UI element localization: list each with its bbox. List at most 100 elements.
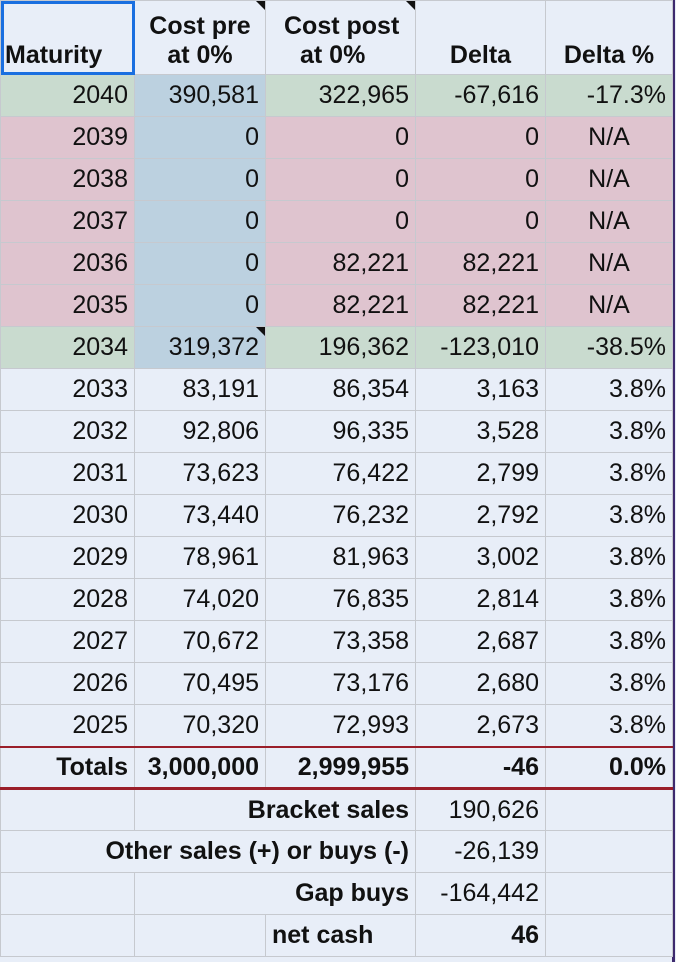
- maturity-cell[interactable]: 2037: [0, 200, 135, 243]
- cost-pre-cell[interactable]: 0: [134, 242, 266, 285]
- delta-pct-cell[interactable]: N/A: [545, 242, 673, 285]
- delta-cell[interactable]: 2,680: [415, 662, 546, 705]
- header-delta-pct[interactable]: Delta %: [545, 0, 673, 75]
- header-delta[interactable]: Delta: [415, 0, 546, 75]
- cost-pre-cell[interactable]: 319,372: [134, 326, 266, 369]
- delta-pct-cell[interactable]: 3.8%: [545, 368, 673, 411]
- maturity-cell[interactable]: 2038: [0, 158, 135, 201]
- delta-pct-cell[interactable]: -38.5%: [545, 326, 673, 369]
- net-cash-label[interactable]: net cash: [265, 914, 416, 957]
- maturity-cell[interactable]: 2033: [0, 368, 135, 411]
- totals-delta-pct[interactable]: 0.0%: [545, 745, 673, 790]
- delta-cell[interactable]: 2,792: [415, 494, 546, 537]
- cost-pre-cell[interactable]: 78,961: [134, 536, 266, 579]
- empty-cell[interactable]: [134, 914, 266, 957]
- delta-cell[interactable]: 2,814: [415, 578, 546, 621]
- delta-cell[interactable]: 3,163: [415, 368, 546, 411]
- empty-cell[interactable]: [545, 914, 673, 957]
- cost-post-cell[interactable]: 76,835: [265, 578, 416, 621]
- empty-cell[interactable]: [545, 872, 673, 915]
- delta-cell[interactable]: -123,010: [415, 326, 546, 369]
- delta-pct-cell[interactable]: 3.8%: [545, 452, 673, 495]
- header-cost-post[interactable]: Cost post at 0%: [265, 0, 416, 75]
- delta-pct-cell[interactable]: 3.8%: [545, 662, 673, 705]
- cost-pre-cell[interactable]: 92,806: [134, 410, 266, 453]
- maturity-cell[interactable]: 2027: [0, 620, 135, 663]
- totals-cost-pre[interactable]: 3,000,000: [134, 745, 266, 790]
- maturity-cell[interactable]: 2034: [0, 326, 135, 369]
- delta-pct-cell[interactable]: 3.8%: [545, 578, 673, 621]
- cost-pre-cell[interactable]: 70,495: [134, 662, 266, 705]
- bracket-sales-label[interactable]: Bracket sales: [134, 788, 416, 831]
- totals-cost-post[interactable]: 2,999,955: [265, 745, 416, 790]
- empty-cell[interactable]: [545, 788, 673, 831]
- maturity-cell[interactable]: 2036: [0, 242, 135, 285]
- delta-cell[interactable]: 3,528: [415, 410, 546, 453]
- cost-post-cell[interactable]: 76,422: [265, 452, 416, 495]
- header-maturity[interactable]: Maturity: [0, 0, 135, 75]
- delta-cell[interactable]: 2,673: [415, 704, 546, 747]
- bracket-sales-value[interactable]: 190,626: [415, 788, 546, 831]
- cost-post-cell[interactable]: 82,221: [265, 242, 416, 285]
- net-cash-value[interactable]: 46: [415, 914, 546, 957]
- delta-pct-cell[interactable]: N/A: [545, 158, 673, 201]
- delta-pct-cell[interactable]: 3.8%: [545, 704, 673, 747]
- delta-cell[interactable]: 0: [415, 200, 546, 243]
- cost-pre-cell[interactable]: 0: [134, 284, 266, 327]
- maturity-cell[interactable]: 2040: [0, 74, 135, 117]
- delta-cell[interactable]: 0: [415, 116, 546, 159]
- empty-cell[interactable]: [0, 788, 135, 831]
- delta-pct-cell[interactable]: 3.8%: [545, 536, 673, 579]
- cost-pre-cell[interactable]: 70,672: [134, 620, 266, 663]
- maturity-cell[interactable]: 2030: [0, 494, 135, 537]
- gap-buys-value[interactable]: -164,442: [415, 872, 546, 915]
- empty-cell[interactable]: [0, 914, 135, 957]
- maturity-cell[interactable]: 2028: [0, 578, 135, 621]
- cost-post-cell[interactable]: 96,335: [265, 410, 416, 453]
- cost-post-cell[interactable]: 73,358: [265, 620, 416, 663]
- delta-pct-cell[interactable]: 3.8%: [545, 410, 673, 453]
- cost-pre-cell[interactable]: 83,191: [134, 368, 266, 411]
- delta-cell[interactable]: 2,687: [415, 620, 546, 663]
- cost-post-cell[interactable]: 86,354: [265, 368, 416, 411]
- cost-post-cell[interactable]: 81,963: [265, 536, 416, 579]
- cost-post-cell[interactable]: 0: [265, 158, 416, 201]
- delta-cell[interactable]: -67,616: [415, 74, 546, 117]
- delta-pct-cell[interactable]: N/A: [545, 284, 673, 327]
- totals-label[interactable]: Totals: [0, 745, 135, 790]
- maturity-cell[interactable]: 2025: [0, 704, 135, 747]
- cost-pre-cell[interactable]: 73,440: [134, 494, 266, 537]
- cost-pre-cell[interactable]: 0: [134, 116, 266, 159]
- delta-cell[interactable]: 2,799: [415, 452, 546, 495]
- cost-pre-cell[interactable]: 74,020: [134, 578, 266, 621]
- delta-pct-cell[interactable]: -17.3%: [545, 74, 673, 117]
- delta-pct-cell[interactable]: N/A: [545, 116, 673, 159]
- delta-cell[interactable]: 82,221: [415, 284, 546, 327]
- maturity-cell[interactable]: 2026: [0, 662, 135, 705]
- cost-post-cell[interactable]: 196,362: [265, 326, 416, 369]
- other-sales-label[interactable]: Other sales (+) or buys (-): [0, 830, 416, 873]
- cost-pre-cell[interactable]: 70,320: [134, 704, 266, 747]
- cost-post-cell[interactable]: 0: [265, 116, 416, 159]
- maturity-cell[interactable]: 2032: [0, 410, 135, 453]
- gap-buys-label[interactable]: Gap buys: [134, 872, 416, 915]
- delta-pct-cell[interactable]: N/A: [545, 200, 673, 243]
- cost-pre-cell[interactable]: 73,623: [134, 452, 266, 495]
- maturity-cell[interactable]: 2039: [0, 116, 135, 159]
- empty-cell[interactable]: [0, 872, 135, 915]
- delta-pct-cell[interactable]: 3.8%: [545, 620, 673, 663]
- cost-pre-cell[interactable]: 0: [134, 200, 266, 243]
- delta-pct-cell[interactable]: 3.8%: [545, 494, 673, 537]
- cost-post-cell[interactable]: 82,221: [265, 284, 416, 327]
- maturity-cell[interactable]: 2035: [0, 284, 135, 327]
- delta-cell[interactable]: 3,002: [415, 536, 546, 579]
- other-sales-value[interactable]: -26,139: [415, 830, 546, 873]
- cost-post-cell[interactable]: 72,993: [265, 704, 416, 747]
- maturity-cell[interactable]: 2031: [0, 452, 135, 495]
- cost-pre-cell[interactable]: 0: [134, 158, 266, 201]
- header-cost-pre[interactable]: Cost pre at 0%: [134, 0, 266, 75]
- delta-cell[interactable]: 82,221: [415, 242, 546, 285]
- cost-post-cell[interactable]: 76,232: [265, 494, 416, 537]
- delta-cell[interactable]: 0: [415, 158, 546, 201]
- cost-post-cell[interactable]: 322,965: [265, 74, 416, 117]
